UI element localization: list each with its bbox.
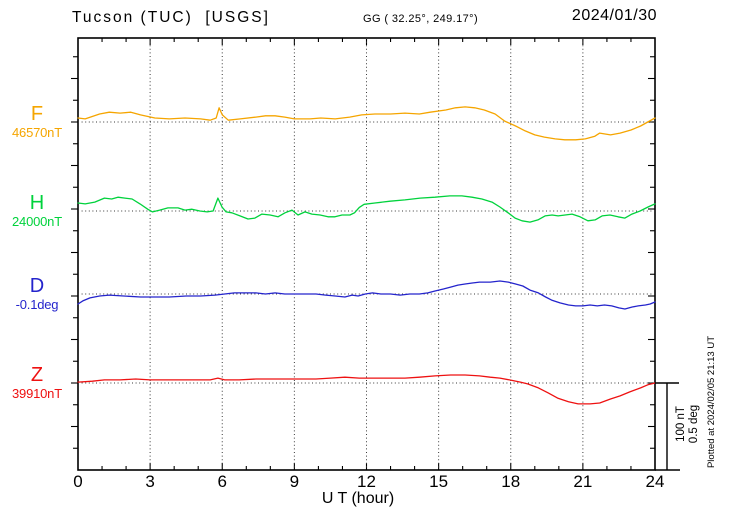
trace-baseline-value-d: -0.1deg <box>15 297 59 312</box>
plot-date: 2024/01/30 <box>571 7 657 24</box>
trace-letter-f: F <box>30 103 44 125</box>
trace-label-f: F 46570nT <box>4 104 70 140</box>
observatory-coordinates: GG ( 32.25°, 249.17°) <box>363 13 479 25</box>
x-tick-label: 18 <box>501 472 521 491</box>
x-tick-label: 9 <box>289 472 300 491</box>
x-tick-label: 21 <box>573 472 593 491</box>
trace-letter-z: Z <box>30 364 44 386</box>
x-tick-label: 12 <box>357 472 376 491</box>
scale-bar-deg-label: 0.5 deg <box>687 404 700 444</box>
x-tick-label: 24 <box>645 472 665 491</box>
trace-baseline-value-h: 24000nT <box>12 214 62 229</box>
trace-label-d: D -0.1deg <box>4 276 70 312</box>
x-tick-label: 3 <box>145 472 155 491</box>
x-axis-label: U T (hour) <box>321 490 395 507</box>
trace-label-h: H 24000nT <box>4 193 70 229</box>
scale-bar-nt-label: 100 nT <box>675 406 687 442</box>
trace-baseline-value-f: 46570nT <box>12 125 62 140</box>
x-tick-label: 6 <box>217 472 227 491</box>
trace-label-z: Z 39910nT <box>4 365 70 401</box>
x-tick-label: 0 <box>73 472 83 491</box>
trace-letter-d: D <box>29 275 45 297</box>
station-title: Tucson (TUC) [USGS] <box>72 9 270 26</box>
x-tick-label: 15 <box>429 472 449 491</box>
scale-bar-label: 100 nT 0.5 deg <box>675 384 701 464</box>
trace-letter-h: H <box>29 192 45 214</box>
trace-baseline-value-z: 39910nT <box>12 386 62 401</box>
plot-timestamp-note: Plotted at 2024/02/05 21:13 UT <box>706 335 717 469</box>
